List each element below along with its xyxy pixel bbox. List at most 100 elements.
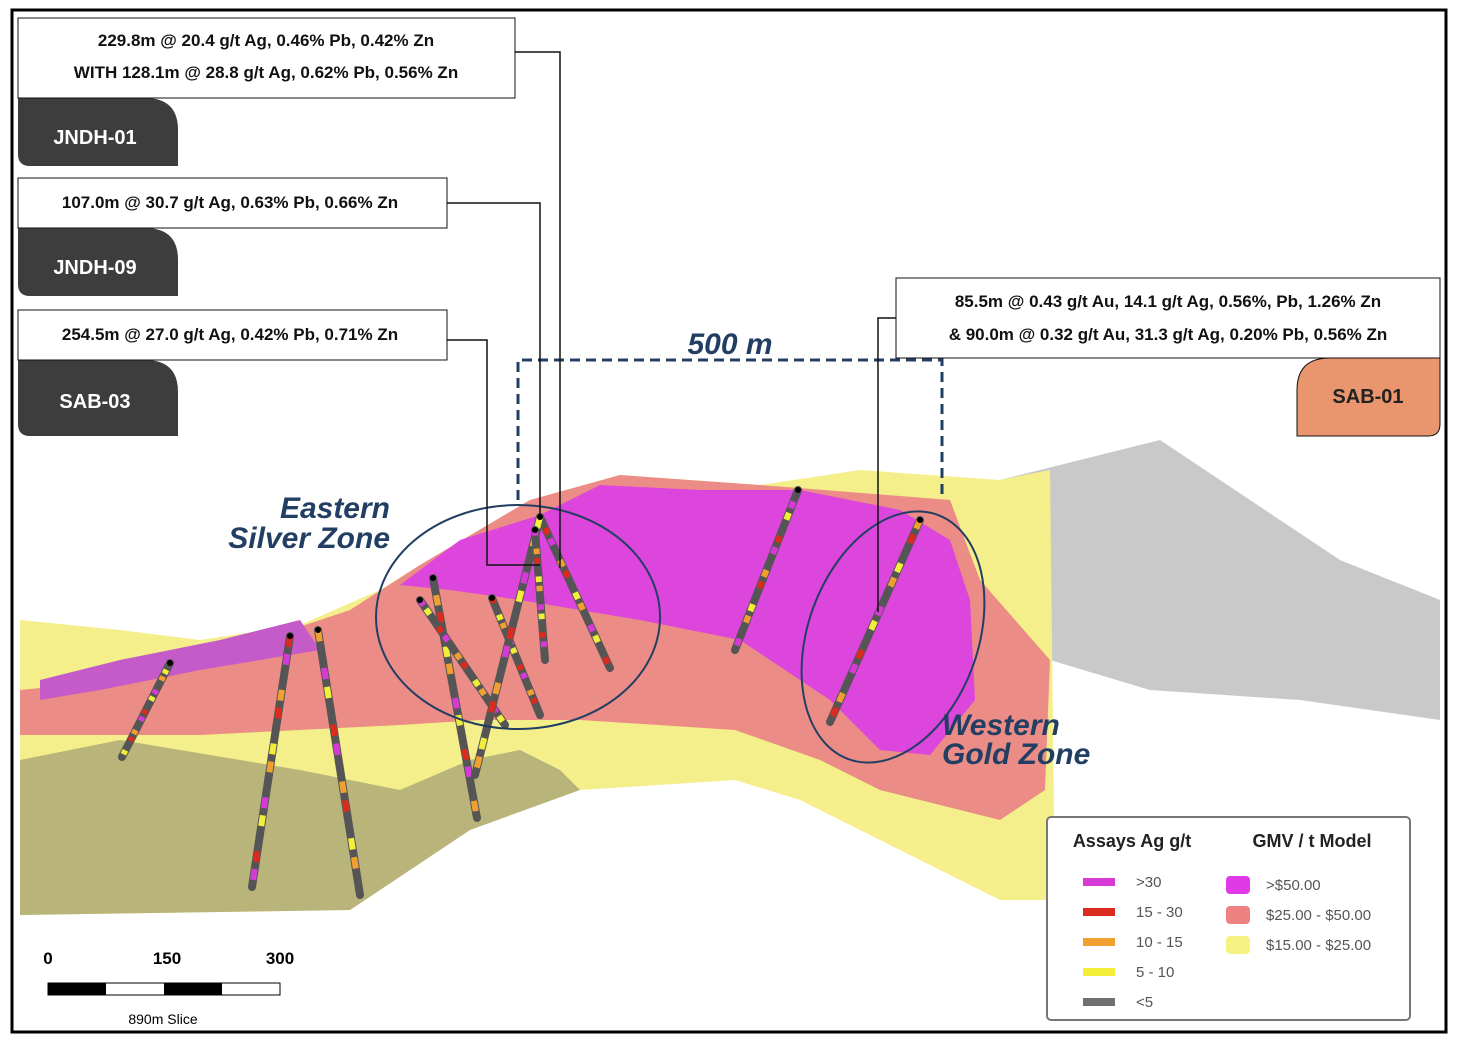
assay-interval [277, 689, 285, 701]
callout-text: 107.0m @ 30.7 g/t Ag, 0.63% Pb, 0.66% Zn [62, 193, 398, 212]
assay-interval [530, 697, 538, 705]
scale-segment [48, 983, 106, 995]
assay-interval [436, 611, 445, 624]
collar [537, 514, 543, 520]
assay-interval [333, 743, 341, 756]
scale-label: 300 [266, 949, 294, 968]
scale-bar: 0 150 300 890m Slice [43, 949, 294, 1027]
leader [515, 51, 561, 568]
scale-label: 0 [43, 949, 52, 968]
legend-label: >$50.00 [1266, 877, 1321, 894]
assay-interval [526, 688, 535, 697]
assay-interval [849, 663, 859, 675]
legend-label: $25.00 - $50.00 [1266, 907, 1371, 924]
hole-name: SAB-01 [1332, 386, 1403, 408]
assay-interval [577, 602, 586, 612]
hole-name: JNDH-01 [53, 127, 136, 149]
assay-interval [761, 568, 770, 578]
legend-swatch [1083, 998, 1115, 1006]
assay-interval [455, 714, 463, 726]
assay-interval [274, 707, 283, 719]
callout-text: & 90.0m @ 0.32 g/t Au, 31.3 g/t Ag, 0.20… [949, 325, 1388, 344]
legend-label: 5 - 10 [1136, 964, 1174, 981]
zone-label: Silver Zone [228, 522, 390, 555]
assay-interval [445, 663, 454, 675]
hole-tab [1296, 357, 1441, 437]
assay-interval [324, 686, 332, 699]
assay-interval [141, 708, 149, 716]
hole-tab [18, 228, 178, 296]
legend-title: Assays Ag g/t [1073, 831, 1191, 851]
assay-interval [602, 655, 611, 665]
assay-interval [515, 589, 525, 603]
assay-interval [148, 695, 156, 702]
mountain [980, 440, 1440, 720]
high-grade [400, 485, 975, 755]
assay-interval [788, 500, 797, 510]
scale-caption: 890m Slice [128, 1011, 197, 1027]
assay-interval [520, 571, 529, 585]
assay-interval [894, 562, 904, 574]
collar [417, 597, 423, 603]
assay-interval [743, 614, 752, 624]
leader [447, 202, 541, 515]
assay-interval [747, 603, 756, 613]
collar [489, 595, 495, 601]
collar [917, 517, 923, 523]
assay-interval [130, 728, 139, 736]
hole-tab [18, 98, 178, 166]
assay-interval [562, 569, 571, 579]
legend-swatch [1083, 968, 1115, 976]
collar [167, 660, 173, 666]
assay-interval [282, 653, 291, 666]
assay-interval [252, 850, 261, 863]
assay-interval [473, 755, 483, 769]
assay-interval [906, 533, 917, 545]
zone-label: Gold Zone [942, 738, 1090, 771]
callout-box [17, 17, 516, 99]
leader [877, 317, 896, 612]
high-grade-west [40, 620, 320, 700]
collar [430, 575, 436, 581]
collar [532, 527, 538, 533]
assay-interval [453, 651, 463, 661]
assay-interval [461, 748, 470, 761]
legend-label: 15 - 30 [1136, 904, 1183, 921]
assay-interval [151, 688, 159, 696]
assay-interval [829, 706, 840, 718]
collar [795, 487, 801, 493]
zone-label: Eastern [280, 492, 390, 525]
assay-interval [542, 526, 551, 536]
legend-label: 10 - 15 [1136, 934, 1183, 951]
distance-bracket [516, 358, 944, 500]
callout: 107.0m @ 30.7 g/t Ag, 0.63% Pb, 0.66% Zn… [17, 177, 448, 296]
legend-swatch [1226, 876, 1250, 894]
legend-swatch [1083, 908, 1115, 916]
assay-interval [120, 748, 129, 756]
legend-swatch [1226, 936, 1250, 954]
callout-text: 254.5m @ 27.0 g/t Ag, 0.42% Pb, 0.71% Zn [62, 325, 398, 344]
assay-interval [547, 537, 556, 547]
assay-interval [734, 637, 743, 647]
assay-interval [472, 678, 481, 688]
assay-interval [127, 735, 135, 743]
assay-interval [441, 634, 451, 643]
zone-label: Western [942, 709, 1060, 742]
zone-ellipse [375, 504, 661, 730]
assay-interval [496, 613, 504, 621]
assay-interval [330, 724, 338, 737]
callout: 229.8m @ 20.4 g/t Ag, 0.46% Pb, 0.42% Zn… [17, 17, 516, 166]
assay-interval [342, 799, 350, 813]
assay-interval [321, 667, 329, 680]
assay-interval [506, 626, 516, 640]
assay-interval [874, 605, 885, 617]
assay-interval [855, 648, 865, 660]
assay-interval [516, 663, 525, 672]
section [20, 440, 1440, 915]
drill-holes [118, 486, 924, 899]
assay-interval [492, 682, 502, 695]
hole-tab [18, 360, 178, 436]
assay-interval [348, 837, 356, 851]
assay-interval [351, 856, 359, 869]
